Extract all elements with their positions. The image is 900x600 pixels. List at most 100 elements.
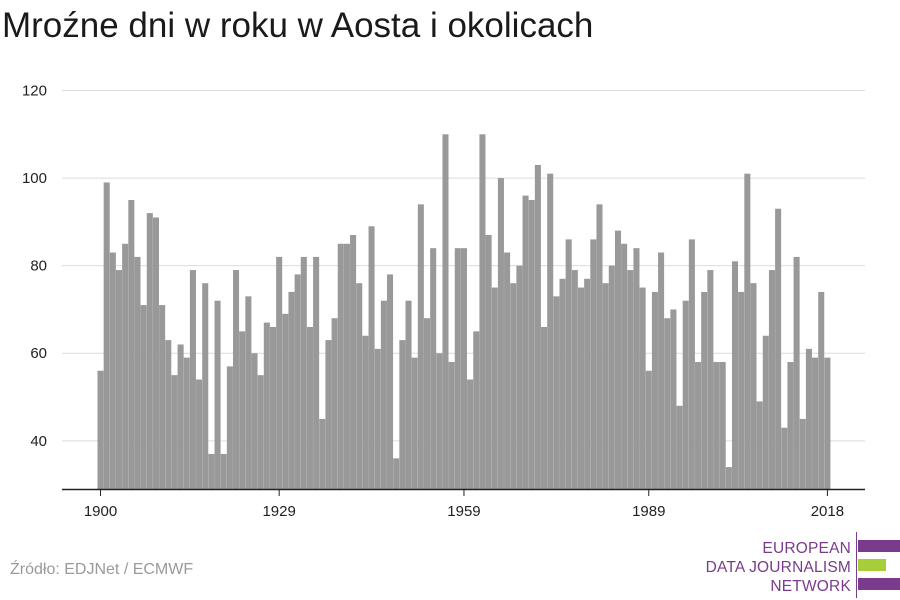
bar-2002 [725, 467, 732, 489]
y-tick-label: 120 [22, 83, 47, 100]
bar-1943 [362, 335, 369, 489]
bar-2014 [799, 418, 806, 489]
bar-2010 [775, 208, 782, 489]
bar-2006 [750, 283, 757, 489]
bar-1955 [436, 353, 443, 489]
bar-1944 [368, 226, 375, 489]
bar-2001 [719, 362, 726, 489]
bar-1994 [676, 405, 683, 489]
bar-2013 [793, 256, 800, 489]
bar-2008 [762, 335, 769, 489]
logo-bar-top [858, 540, 900, 552]
bar-1917 [202, 283, 209, 489]
logo-line-2: DATA JOURNALISM [705, 559, 851, 576]
bar-1910 [159, 305, 166, 489]
bar-1959 [460, 248, 467, 489]
bar-1995 [682, 300, 689, 489]
bar-1947 [387, 274, 394, 489]
bar-2000 [713, 362, 720, 489]
bar-1970 [528, 199, 535, 489]
logo-line-3: NETWORK [770, 578, 851, 595]
bar-1907 [140, 305, 147, 489]
bar-1925 [251, 353, 258, 489]
bar-1933 [300, 256, 307, 489]
bar-1976 [565, 239, 572, 489]
bar-1977 [571, 270, 578, 489]
bar-1966 [504, 252, 511, 489]
bar-1905 [128, 199, 135, 489]
bar-1988 [639, 287, 646, 489]
bar-1930 [282, 313, 289, 489]
bar-1950 [405, 300, 412, 489]
bar-1911 [165, 340, 172, 489]
bar-1964 [491, 287, 498, 489]
bar-2009 [768, 270, 775, 489]
bar-1914 [183, 357, 190, 489]
chart-title: Mroźne dni w roku w Aosta i okolicach [2, 6, 594, 45]
bar-1980 [590, 239, 597, 489]
bar-1987 [633, 248, 640, 489]
y-axis-ticks: 40 60 80 100 120 [22, 83, 47, 450]
bar-1938 [331, 318, 338, 489]
x-tick-label: 1929 [262, 503, 295, 520]
bar-2016 [812, 357, 819, 489]
bar-1998 [701, 291, 708, 489]
bar-1919 [214, 300, 221, 489]
bar-2011 [781, 427, 788, 489]
x-tick-label: 1989 [632, 503, 665, 520]
bar-1993 [670, 309, 677, 489]
bar-2018 [824, 357, 831, 489]
bar-1969 [522, 195, 529, 489]
bar-1937 [325, 340, 332, 489]
bar-1953 [423, 318, 431, 489]
bar-1908 [146, 213, 153, 489]
logo-bar-bottom [858, 578, 900, 590]
bar-1992 [664, 318, 671, 489]
x-tick-label: 1959 [447, 503, 480, 520]
bar-1967 [510, 283, 517, 489]
bar-1904 [122, 243, 129, 489]
bar-1975 [559, 278, 566, 489]
bar-1973 [547, 173, 554, 489]
bar-1932 [294, 274, 301, 489]
bar-1923 [239, 331, 246, 489]
bar-1927 [263, 322, 270, 489]
bar-2007 [756, 401, 763, 489]
bar-1991 [658, 252, 665, 489]
logo-text: EUROPEAN DATA JOURNALISM NETWORK [706, 539, 851, 596]
bar-1906 [134, 256, 141, 489]
bar-1948 [393, 458, 400, 489]
bar-1941 [350, 235, 357, 489]
bar-1968 [516, 265, 523, 489]
y-tick-label: 60 [30, 345, 47, 362]
bar-1946 [380, 300, 387, 489]
logo-line-1: EUROPEAN [762, 540, 851, 557]
bar-1913 [177, 344, 184, 489]
logo-bar-middle [858, 559, 886, 571]
bar-1972 [541, 326, 548, 489]
bar-1935 [313, 256, 320, 489]
logo-divider [856, 532, 857, 598]
bar-1936 [319, 418, 326, 489]
bar-1965 [497, 178, 504, 490]
source-note: Źródło: EDJNet / ECMWF [10, 561, 194, 578]
bar-1909 [152, 217, 159, 489]
bar-1939 [337, 243, 344, 489]
bar-1951 [411, 357, 418, 489]
bar-1989 [645, 370, 652, 489]
bar-1958 [454, 248, 461, 489]
bar-1997 [695, 362, 702, 489]
bar-1954 [430, 248, 437, 489]
bar-1962 [479, 134, 486, 490]
bar-1912 [171, 375, 178, 489]
bar-1928 [269, 326, 277, 489]
bar-1945 [374, 348, 381, 489]
bar-1901 [103, 182, 110, 489]
bar-1918 [208, 453, 215, 489]
bar-1978 [577, 287, 585, 489]
bar-1996 [688, 239, 695, 489]
bar-1924 [245, 296, 252, 489]
bar-1956 [442, 134, 449, 490]
bar-1961 [473, 331, 480, 489]
